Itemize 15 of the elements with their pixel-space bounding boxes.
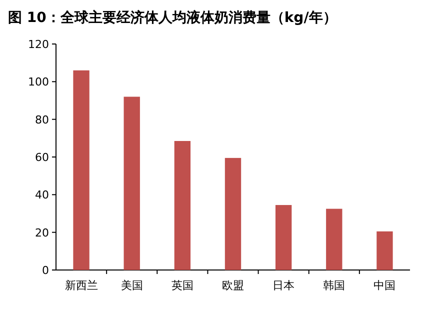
ytick: 80 [35,113,49,126]
ytick: 100 [28,76,49,89]
ytick: 60 [35,151,49,164]
xtick: 日本 [272,279,295,292]
xtick: 美国 [120,279,143,292]
ytick: 120 [28,38,49,51]
ytick: 40 [35,188,49,202]
title: 图 10：全球主要经济体人均液体奶消费量（kg/年） [8,10,337,26]
xtick: 中国 [374,279,396,292]
xtick: 韩国 [323,279,346,292]
ytick: 0 [42,264,49,277]
xtick: 新西兰 [64,279,98,292]
xtick: 英国 [171,279,194,292]
ytick: 20 [35,226,49,240]
xtick: 欧盟 [222,279,244,292]
